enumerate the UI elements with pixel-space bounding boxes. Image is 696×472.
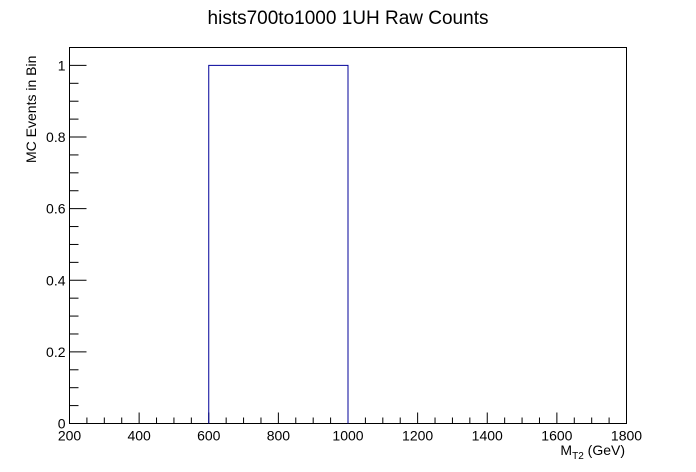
y-tick-label: 1 xyxy=(58,57,66,73)
x-tick-label: 1600 xyxy=(541,428,572,444)
x-axis-title: MT2 (GeV) xyxy=(560,442,625,462)
x-tick-label: 1400 xyxy=(472,428,503,444)
x-axis: 200 400 600 800 1000 1200 1400 1600 1800 xyxy=(58,412,642,444)
x-tick-label: 800 xyxy=(267,428,291,444)
y-axis-title: MC Events in Bin xyxy=(23,56,39,163)
x-tick-label: 1200 xyxy=(402,428,433,444)
y-tick-label: 0.6 xyxy=(46,201,66,217)
x-tick-label: 1000 xyxy=(332,428,363,444)
x-tick-label: 600 xyxy=(197,428,221,444)
histogram-bar xyxy=(208,64,349,424)
y-tick-label: 0.2 xyxy=(46,344,66,360)
x-tick-label: 200 xyxy=(58,428,82,444)
y-tick-label: 0.8 xyxy=(46,129,66,145)
x-axis-title-main: M xyxy=(560,442,572,458)
x-tick-label: 400 xyxy=(127,428,151,444)
y-tick-label: 0 xyxy=(58,416,66,432)
histogram-bins xyxy=(208,64,349,424)
x-axis-title-unit: (GeV) xyxy=(584,442,625,458)
y-axis: 0 0.2 0.4 0.6 0.8 1 xyxy=(46,47,87,432)
y-tick-label: 0.4 xyxy=(46,272,66,288)
x-tick-label: 1800 xyxy=(611,428,642,444)
x-axis-title-subscript: T2 xyxy=(572,451,584,462)
chart-title: hists700to1000 1UH Raw Counts xyxy=(208,8,489,29)
